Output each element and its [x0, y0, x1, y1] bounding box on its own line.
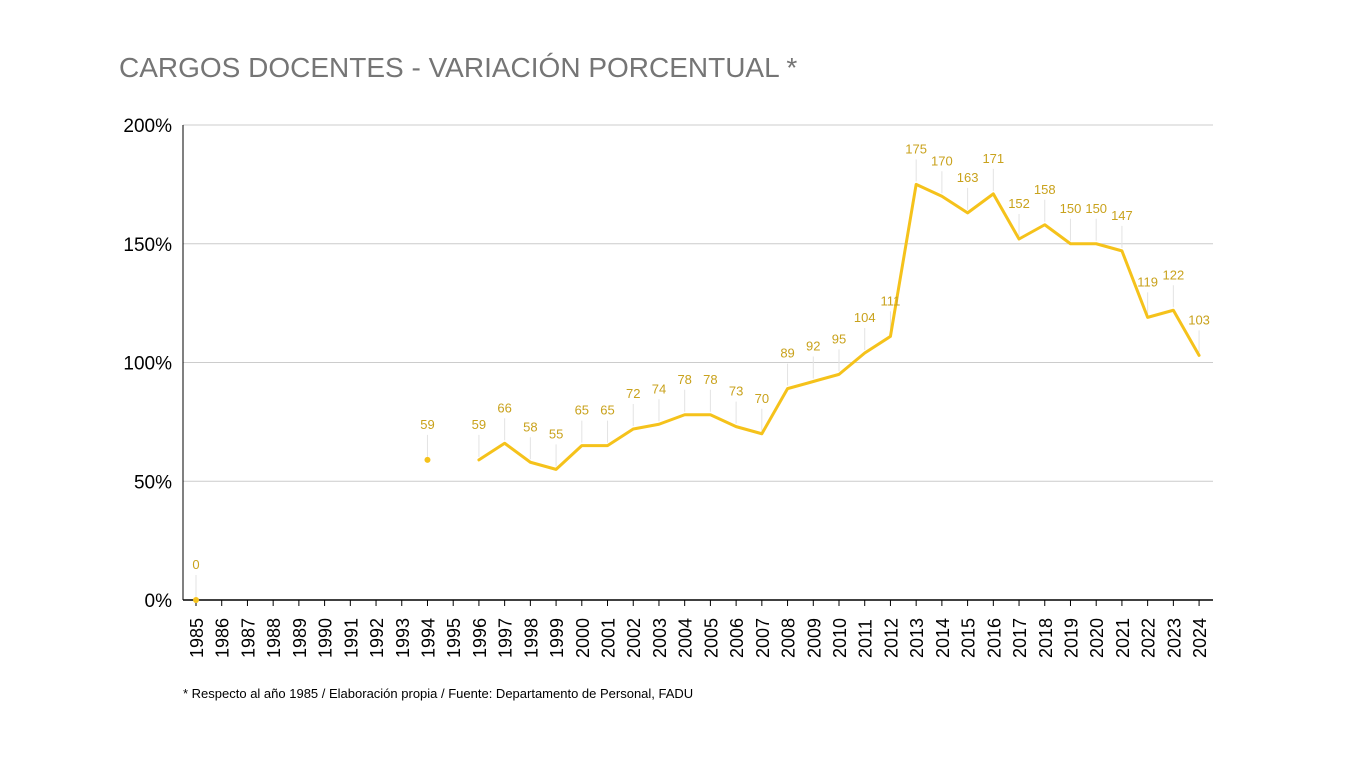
series-line	[477, 182, 1201, 471]
data-label: 152	[1008, 196, 1030, 211]
data-label: 66	[497, 400, 511, 415]
x-tick-label: 2008	[779, 618, 799, 658]
axes	[182, 125, 1213, 606]
data-label: 74	[652, 381, 666, 396]
x-tick-label: 1988	[264, 618, 284, 658]
x-tick-label: 2003	[650, 618, 670, 658]
x-tick-label: 1992	[367, 618, 387, 658]
x-tick-label: 2024	[1190, 618, 1210, 658]
y-tick-labels: 0% 50% 100% 150% 200%	[123, 116, 172, 612]
data-label: 55	[549, 426, 563, 441]
data-label: 70	[755, 391, 769, 406]
data-point	[424, 456, 431, 463]
data-label: 59	[420, 417, 434, 432]
x-tick-label: 1993	[393, 618, 413, 658]
x-tick-label: 2021	[1113, 618, 1133, 658]
label-leader-lines	[195, 159, 1200, 597]
x-tick-label: 2016	[984, 618, 1004, 658]
x-tick-label: 2000	[573, 618, 593, 658]
x-tick-label: 2018	[1036, 618, 1056, 658]
data-label: 119	[1137, 274, 1158, 289]
x-tick-label: 1989	[290, 618, 310, 658]
y-tick-label: 150%	[123, 235, 172, 256]
data-point	[193, 597, 199, 603]
x-tick-label: 2023	[1164, 618, 1184, 658]
x-tick-labels: 1985 1986 1987 1988 1989 1990 1991 1992 1993 1994…	[187, 618, 1210, 658]
y-tick-label: 50%	[134, 472, 172, 493]
x-tick-label: 1997	[496, 618, 516, 658]
x-tick-label: 1999	[547, 618, 567, 658]
data-label: 73	[729, 384, 743, 399]
data-label: 72	[626, 386, 640, 401]
x-tick-label: 2017	[1010, 618, 1030, 658]
data-label: 171	[982, 151, 1004, 166]
data-label: 103	[1188, 312, 1210, 327]
data-label: 95	[832, 331, 846, 346]
data-label: 78	[677, 372, 691, 387]
data-label: 175	[905, 141, 927, 156]
data-label: 59	[472, 417, 486, 432]
x-tick-label: 2002	[624, 618, 644, 658]
x-tick-label: 1996	[470, 618, 490, 658]
x-tick-label: 2014	[933, 618, 953, 658]
data-label: 104	[854, 310, 876, 325]
x-tick-label: 2005	[701, 618, 721, 658]
x-tick-label: 1987	[238, 618, 258, 658]
x-tick-label: 2006	[727, 618, 747, 658]
x-tick-label: 2020	[1087, 618, 1107, 658]
data-label: 150	[1060, 201, 1082, 216]
x-tick-label: 2011	[856, 619, 876, 658]
x-tick-label: 1986	[213, 618, 233, 658]
chart-footnote: * Respecto al año 1985 / Elaboración pro…	[183, 686, 694, 701]
x-tick-label: 2015	[959, 618, 979, 658]
data-label: 92	[806, 339, 820, 354]
gridlines	[183, 124, 1213, 482]
x-tick-label: 2009	[804, 618, 824, 658]
data-label: 111	[881, 293, 901, 308]
data-labels: 0 59 59 66 58 55 65 65 72 74 78 78 73 70 89 92 95 104 111 1…	[192, 141, 1210, 572]
data-label: 65	[600, 403, 614, 418]
data-label: 0	[192, 557, 199, 572]
x-tick-label: 2001	[599, 618, 619, 658]
chart-title: CARGOS DOCENTES - VARIACIÓN PORCENTUAL *	[119, 52, 798, 83]
data-label: 150	[1085, 201, 1107, 216]
x-tick-label: 2007	[753, 618, 773, 658]
x-tick-label: 1994	[418, 618, 438, 658]
x-tick-label: 1985	[187, 618, 207, 658]
x-tick-label: 1991	[341, 618, 361, 658]
x-tick-label: 2012	[881, 618, 901, 658]
data-label: 158	[1034, 182, 1056, 197]
x-tick-label: 2013	[907, 618, 927, 658]
x-tick-label: 2004	[676, 618, 696, 658]
data-label: 89	[780, 346, 794, 361]
data-label: 78	[703, 372, 717, 387]
x-tick-label: 1995	[444, 618, 464, 658]
data-label: 163	[957, 170, 979, 185]
x-tick-label: 1990	[316, 618, 336, 658]
x-tick-label: 2010	[830, 618, 850, 658]
data-label: 147	[1111, 208, 1133, 223]
data-label: 65	[575, 403, 589, 418]
series-line	[193, 182, 1201, 603]
y-tick-label: 200%	[123, 116, 172, 137]
y-tick-label: 100%	[123, 354, 172, 375]
x-tick-label: 2022	[1139, 618, 1159, 658]
x-tick-label: 1998	[521, 618, 541, 658]
data-label: 122	[1163, 267, 1185, 282]
data-label: 58	[523, 419, 537, 434]
x-tick-label: 2019	[1061, 618, 1081, 658]
data-label: 170	[931, 153, 953, 168]
y-tick-label: 0%	[145, 591, 173, 612]
